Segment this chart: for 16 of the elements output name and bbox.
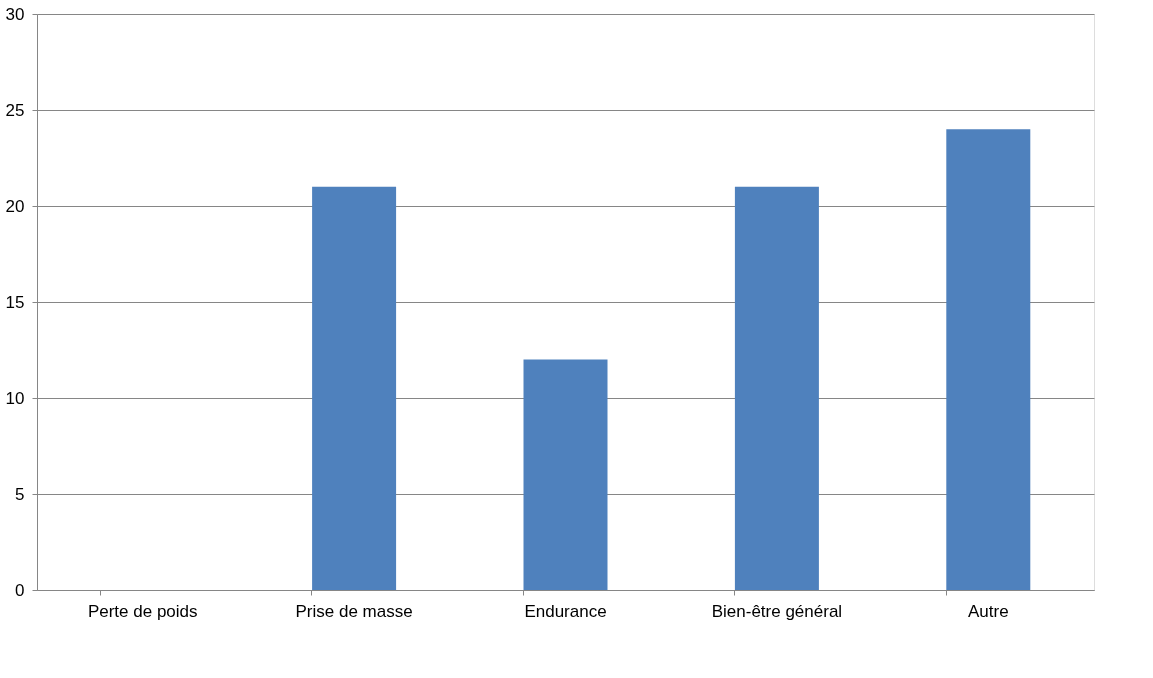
x-tick-label: Perte de poids	[87, 601, 198, 621]
y-tick-label: 30	[5, 4, 25, 24]
bar	[312, 186, 397, 590]
bar	[734, 186, 819, 590]
x-tick-label: Autre	[967, 601, 1009, 621]
x-tick-label: Prise de masse	[295, 601, 413, 621]
y-tick-label: 20	[5, 196, 25, 216]
y-tick-label: 10	[5, 388, 25, 408]
y-tick-label: 0	[15, 580, 25, 600]
bar	[946, 129, 1031, 590]
y-tick-label: 15	[5, 292, 25, 312]
y-tick-label: 25	[5, 100, 25, 120]
bar	[523, 359, 608, 590]
x-tick-label: Endurance	[524, 601, 607, 621]
y-tick-label: 5	[15, 484, 25, 504]
x-tick-label: Bien-être général	[711, 601, 843, 621]
